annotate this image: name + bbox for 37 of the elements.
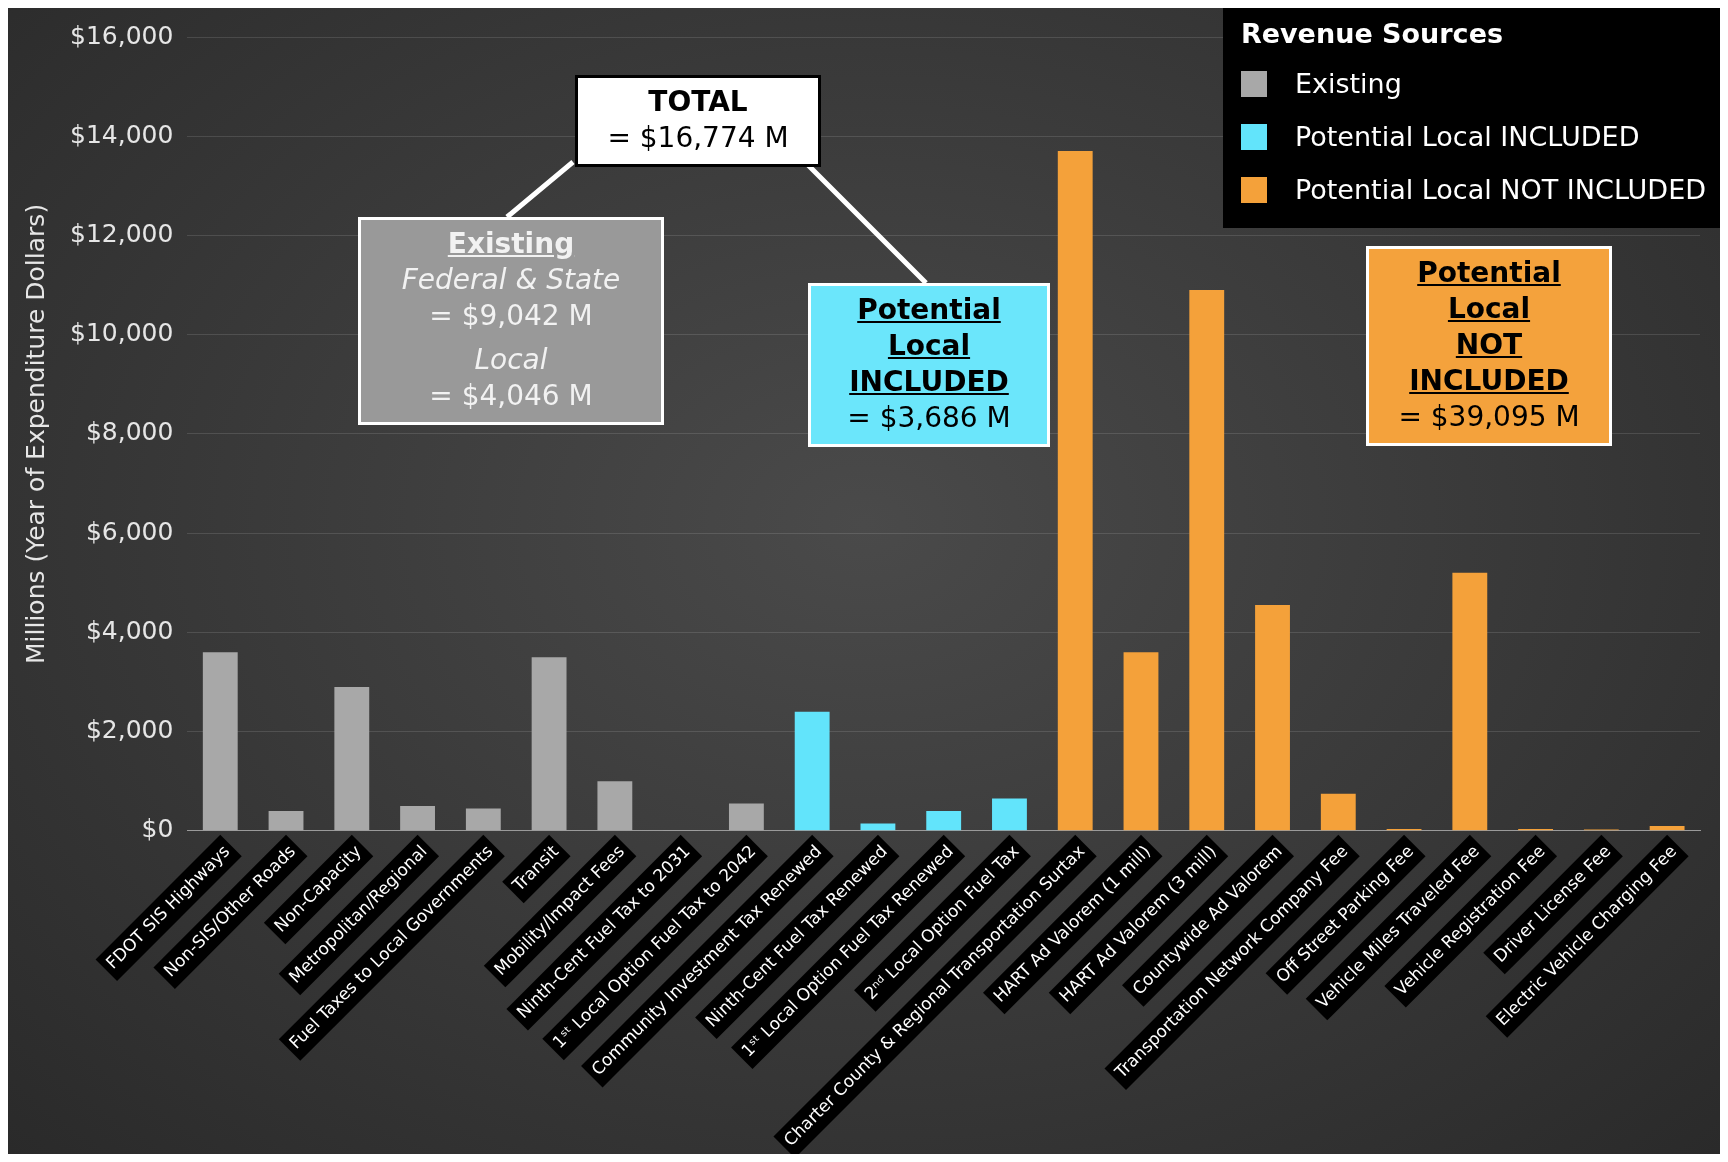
bar bbox=[1189, 290, 1225, 831]
legend-label: Existing bbox=[1294, 68, 1402, 99]
bar bbox=[1057, 151, 1093, 831]
bar bbox=[334, 686, 370, 831]
annotation: Potential Local NOT INCLUDED = $39,095 M bbox=[1397, 255, 1581, 435]
bar bbox=[1649, 825, 1685, 831]
legend-title: Revenue Sources bbox=[1240, 18, 1504, 49]
bar bbox=[728, 803, 764, 831]
y-tick-label: $12,000 bbox=[69, 218, 174, 248]
y-tick-label: $14,000 bbox=[69, 119, 174, 149]
annotation: Existing Federal & State = $9,042 M Local = $4,046 M bbox=[400, 226, 622, 414]
annotation: Potential Local INCLUDED = $3,686 M bbox=[846, 292, 1012, 436]
y-tick-label: $4,000 bbox=[85, 615, 174, 645]
bar bbox=[465, 808, 501, 831]
bar bbox=[1255, 605, 1290, 831]
annotation: TOTAL = $16,774 M bbox=[606, 84, 790, 156]
y-tick-label: $6,000 bbox=[85, 516, 174, 546]
y-tick-label: $2,000 bbox=[85, 715, 174, 745]
bar bbox=[268, 811, 304, 831]
bar bbox=[400, 806, 435, 831]
legend-label: Potential Local NOT INCLUDED bbox=[1294, 174, 1706, 205]
y-axis-title: Millions (Year of Expenditure Dollars) bbox=[20, 203, 50, 665]
y-tick-label: $0 bbox=[141, 814, 174, 844]
y-tick-label: $16,000 bbox=[69, 20, 174, 50]
bar bbox=[1123, 652, 1159, 831]
bar bbox=[992, 798, 1027, 831]
bar bbox=[202, 652, 238, 831]
bar bbox=[531, 657, 567, 831]
bar bbox=[1320, 793, 1356, 831]
bar bbox=[860, 823, 896, 831]
bar bbox=[794, 711, 830, 831]
bar bbox=[597, 781, 633, 831]
y-tick-label: $10,000 bbox=[69, 318, 174, 348]
legend-label: Potential Local INCLUDED bbox=[1294, 121, 1640, 152]
bar bbox=[926, 811, 962, 831]
y-tick-label: $8,000 bbox=[85, 417, 174, 447]
bar bbox=[1452, 572, 1488, 831]
